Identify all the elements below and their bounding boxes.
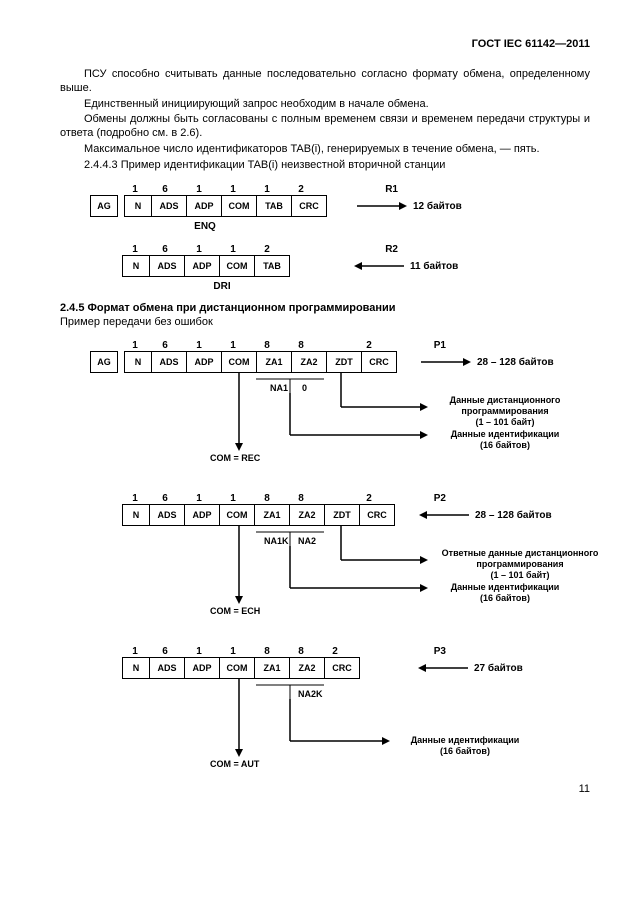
page-number: 11 [60,783,590,795]
para-4: Максимальное число идентификаторов TAB(i… [60,143,590,157]
diagram-p2: 1 6 1 1 8 8 2 P2 N ADS ADP COM ZA1 ZA2 Z… [90,493,590,616]
svg-text:NA1K: NA1K [264,536,289,546]
para-5: 2.4.4.3 Пример идентификации TAB(i) неиз… [60,159,590,173]
svg-text:NA2: NA2 [298,536,316,546]
arrow-left-icon [419,509,469,521]
arrow-right-icon [421,356,471,368]
svg-text:NA1: NA1 [270,383,288,393]
svg-text:0: 0 [302,383,307,393]
section-2-4-5-sub: Пример передачи без ошибок [60,316,590,328]
p1-anno1: Данные дистанционного программирования (… [430,395,580,427]
p1-com: COM = REC [210,453,260,464]
diagram-p3: 1 6 1 1 8 8 2 P3 N ADS ADP COM ZA1 ZA2 C… [90,646,590,769]
p3-anno2: Данные идентификации (16 байтов) [390,735,540,757]
diagram-p1: 1 6 1 1 8 8 2 P1 AG N ADS ADP COM ZA1 ZA… [90,340,590,463]
svg-text:NA2K: NA2K [298,689,323,699]
diagram-r1: 1 6 1 1 1 2 R1 AG N ADS ADP COM TAB CRC … [90,184,590,232]
p2-anno1: Ответные данные дистанционного программи… [430,548,610,580]
para-1: ПСУ способно считывать данные последоват… [60,68,590,96]
diagram-r2: 1 6 1 1 2 R2 N ADS ADP COM TAB 11 байтов… [90,244,590,292]
arrow-left-icon [418,662,468,674]
arrow-right-icon [357,200,407,212]
p1-anno2: Данные идентификации (16 байтов) [430,429,580,451]
para-3: Обмены должны быть согласованы с полным … [60,113,590,141]
p2-com: COM = ECH [210,606,260,617]
page-header: ГОСТ IEC 61142—2011 [60,38,590,50]
section-2-4-5-title: 2.4.5 Формат обмена при дистанционном пр… [60,302,590,314]
arrow-left-icon [354,260,404,272]
para-2: Единственный инициирующий запрос необход… [60,98,590,112]
p2-anno2: Данные идентификации (16 байтов) [430,582,580,604]
p3-com: COM = AUT [210,759,259,770]
